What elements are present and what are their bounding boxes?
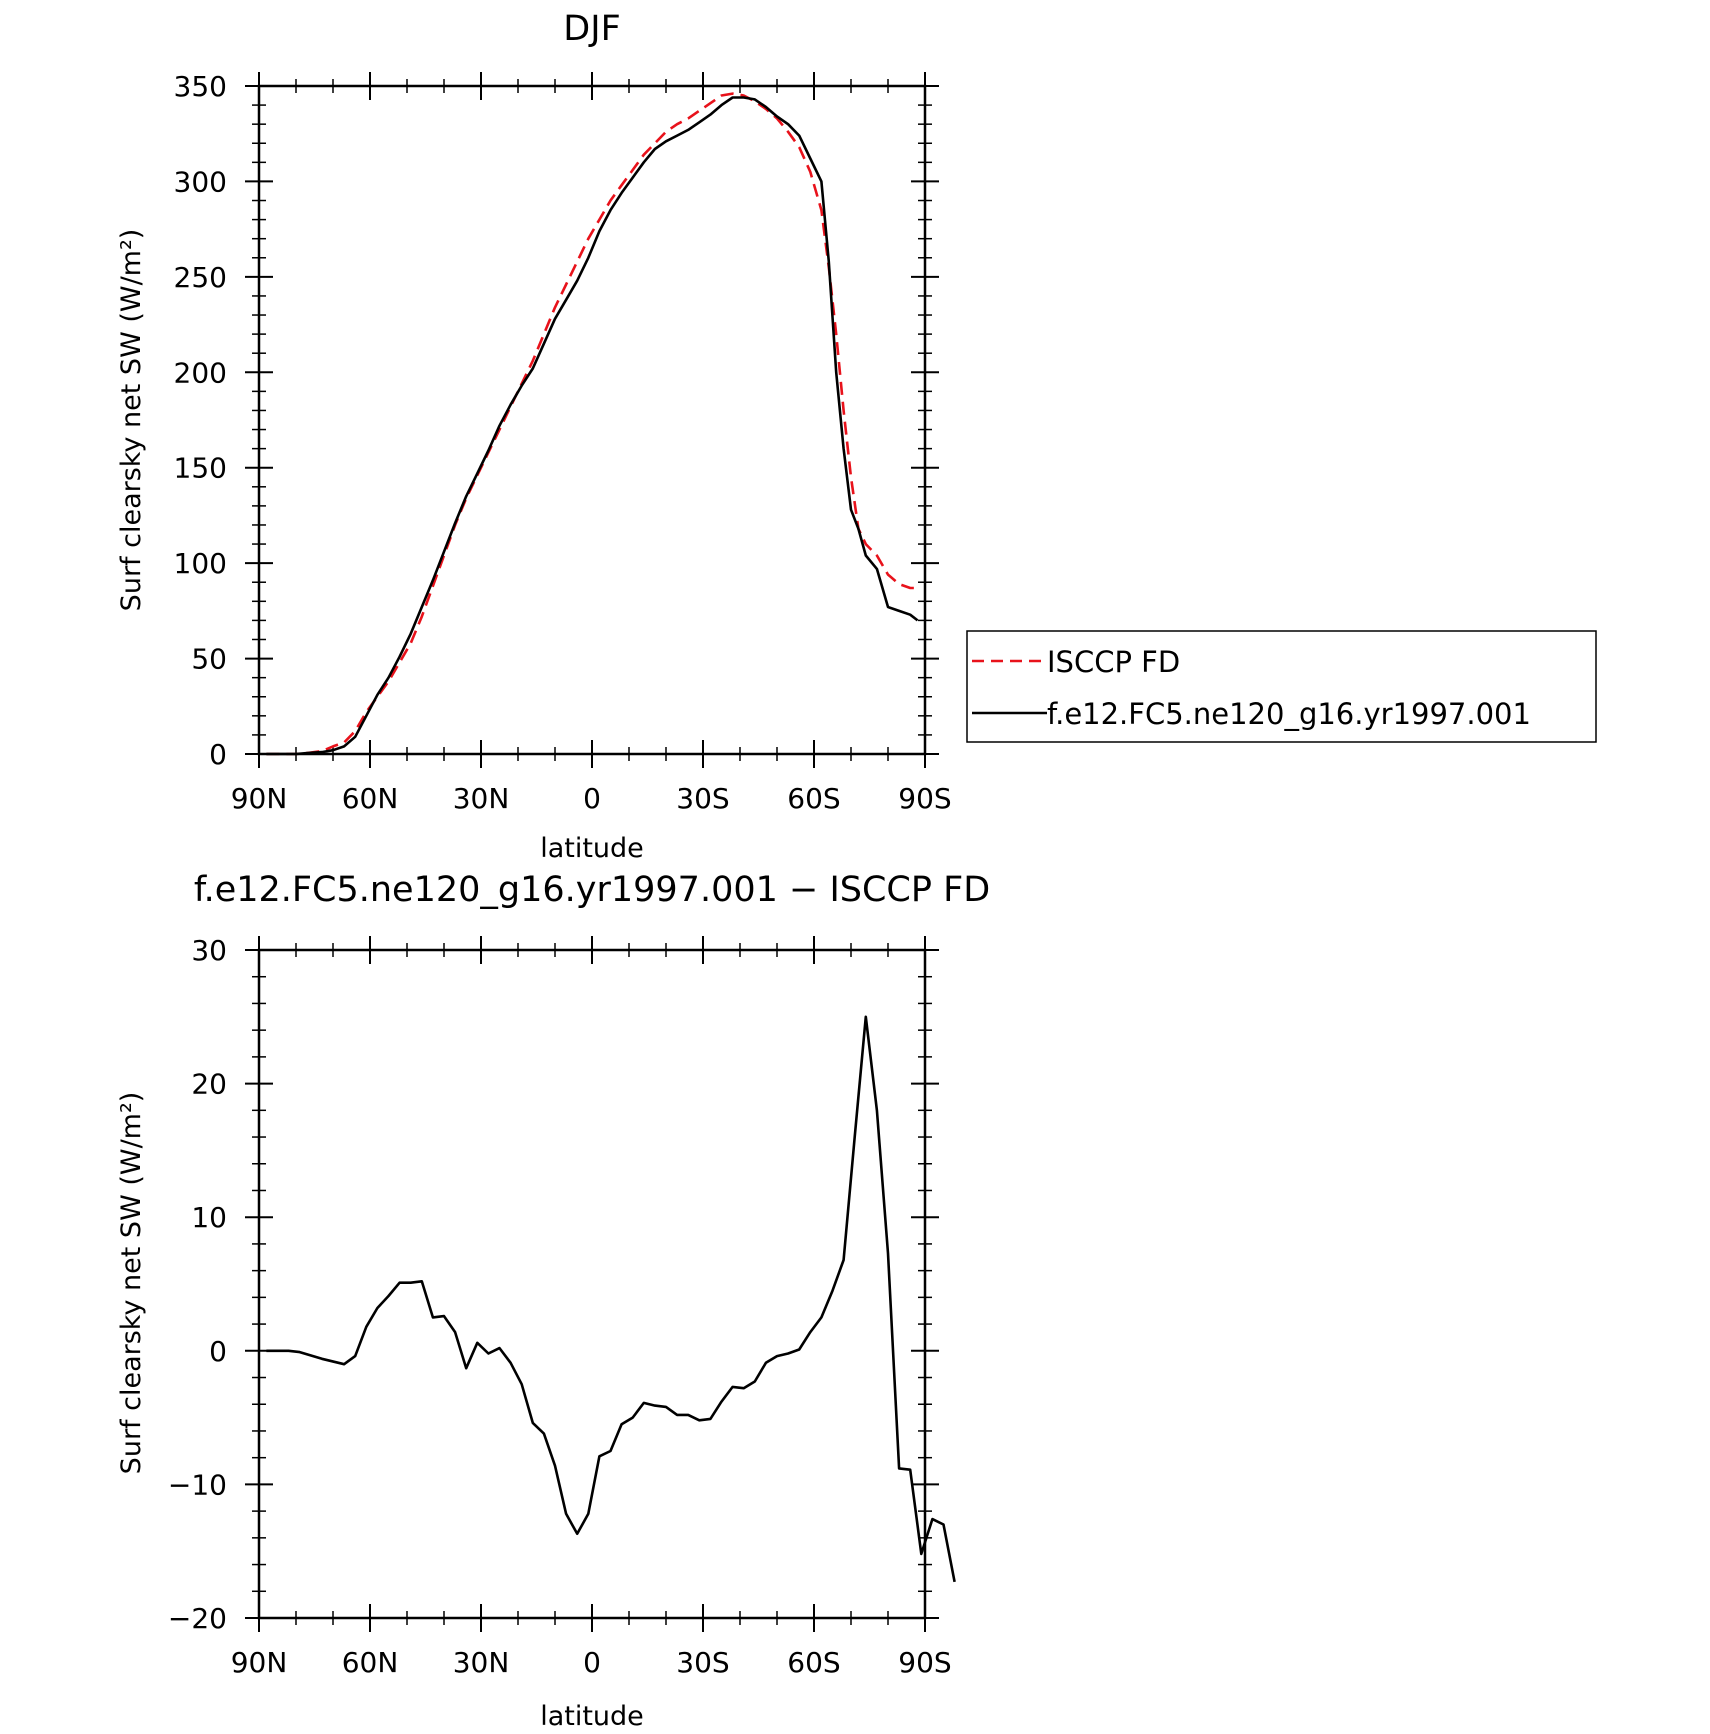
y-tick-label: 250 xyxy=(174,261,227,294)
x-tick-label: 30S xyxy=(676,1646,729,1679)
y-tick-label: 20 xyxy=(191,1068,227,1101)
top-x-axis-label: latitude xyxy=(540,833,644,864)
x-tick-label: 30N xyxy=(453,782,510,815)
top-series-group xyxy=(266,92,919,756)
bottom-series-group xyxy=(266,1015,956,1583)
bottom-plot-frame xyxy=(257,948,927,1620)
y-tick-label: 0 xyxy=(209,738,227,771)
legend-model-label: f.e12.FC5.ne120_g16.yr1997.001 xyxy=(1047,697,1531,731)
top-chart-title: DJF xyxy=(563,9,620,49)
x-tick-label: 60N xyxy=(342,1646,399,1679)
bottom-chart-title: f.e12.FC5.ne120_g16.yr1997.001 − ISCCP F… xyxy=(194,870,990,910)
y-tick-label: 10 xyxy=(191,1201,227,1234)
series-line-isccp-fd xyxy=(266,92,918,756)
y-tick-label: −10 xyxy=(168,1468,227,1501)
x-tick-label: 60N xyxy=(342,782,399,815)
y-tick-label: −20 xyxy=(168,1602,227,1635)
series-line-difference xyxy=(266,1015,956,1583)
top-panel: DJF Surf clearsky net SW (W/m²) latitude… xyxy=(116,9,952,864)
y-tick-label: 100 xyxy=(174,547,227,580)
x-tick-label: 90N xyxy=(231,1646,288,1679)
legend-box xyxy=(966,630,1597,743)
bottom-y-axis-label: Surf clearsky net SW (W/m²) xyxy=(116,1092,147,1475)
legend: ISCCP FD f.e12.FC5.ne120_g16.yr1997.001 xyxy=(966,630,1597,743)
x-tick-label: 30N xyxy=(453,1646,510,1679)
y-tick-label: 50 xyxy=(191,643,227,676)
top-y-axis-label: Surf clearsky net SW (W/m²) xyxy=(116,229,147,612)
x-tick-label: 0 xyxy=(583,782,601,815)
x-tick-label: 60S xyxy=(787,782,840,815)
top-plot-frame xyxy=(257,84,927,756)
y-tick-label: 30 xyxy=(191,934,227,967)
x-tick-label: 90N xyxy=(231,782,288,815)
y-tick-label: 350 xyxy=(174,70,227,103)
x-tick-label: 60S xyxy=(787,1646,840,1679)
legend-isccp-label: ISCCP FD xyxy=(1047,645,1180,679)
y-tick-label: 150 xyxy=(174,452,227,485)
y-tick-label: 200 xyxy=(174,356,227,389)
x-tick-label: 90S xyxy=(898,1646,951,1679)
bottom-x-axis-label: latitude xyxy=(540,1701,644,1732)
y-tick-label: 300 xyxy=(174,165,227,198)
x-tick-label: 30S xyxy=(676,782,729,815)
bottom-axis-ticks: 90N 60N 30N 0 30S 60S 90S −20 −10 0 10 20 30 xyxy=(168,934,952,1679)
y-tick-label: 0 xyxy=(209,1335,227,1368)
series-line-model xyxy=(266,96,919,756)
top-axis-ticks: 90N 60N 30N 0 30S 60S 90S 0 50 100 150 200 250 300 350 xyxy=(174,70,952,815)
x-tick-label: 90S xyxy=(898,782,951,815)
x-tick-label: 0 xyxy=(583,1646,601,1679)
bottom-panel: f.e12.FC5.ne120_g16.yr1997.001 − ISCCP F… xyxy=(116,870,990,1732)
